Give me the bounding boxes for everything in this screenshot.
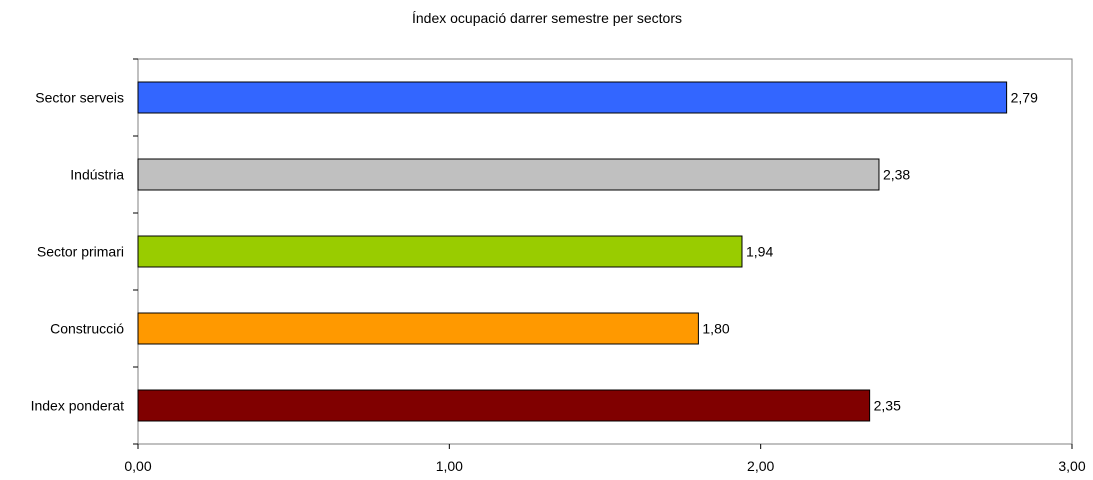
data-label: 2,35	[874, 398, 901, 414]
data-label: 1,94	[746, 244, 773, 260]
x-tick-label: 1,00	[436, 458, 463, 474]
axis-ticks	[133, 58, 1073, 449]
x-tick-label: 2,00	[747, 458, 774, 474]
data-label: 2,79	[1011, 90, 1038, 106]
chart-title: Índex ocupació darrer semestre per secto…	[412, 10, 682, 26]
category-label: Indústria	[70, 167, 124, 183]
category-label: Construcció	[50, 321, 124, 337]
category-label: Index ponderat	[31, 398, 125, 414]
bar	[137, 235, 743, 268]
bar	[137, 312, 699, 345]
bar	[137, 158, 880, 191]
bar	[137, 389, 871, 422]
data-label: 1,80	[702, 321, 729, 337]
category-label: Sector primari	[37, 244, 124, 260]
bar-series	[137, 81, 1008, 422]
category-label: Sector serveis	[35, 90, 124, 106]
bar	[137, 81, 1008, 114]
x-tick-label: 0,00	[124, 458, 151, 474]
x-tick-label: 3,00	[1058, 458, 1085, 474]
data-label: 2,38	[883, 167, 910, 183]
axis-labels: 0,00 1,00 2,00 3,00 2,79 Sector serveis 2,38 In…	[31, 90, 1086, 475]
